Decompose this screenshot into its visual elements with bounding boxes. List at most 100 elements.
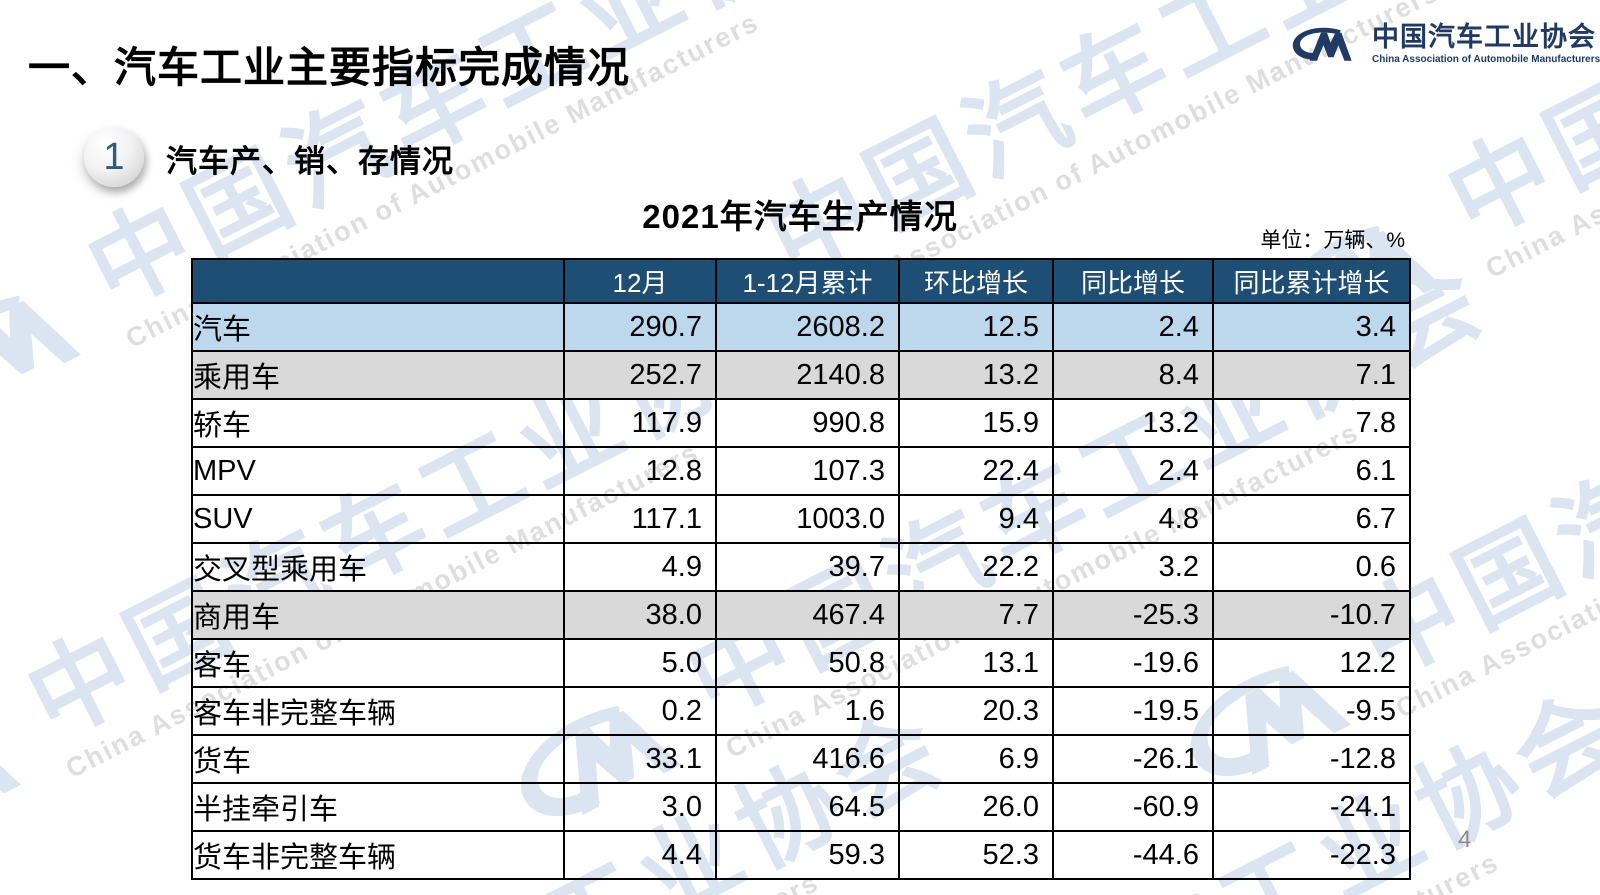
- cell-value: 15.9: [898, 398, 1054, 448]
- cell-value: 64.5: [715, 782, 900, 832]
- cell-value: 4.8: [1052, 494, 1214, 544]
- cell-value: 12.2: [1212, 638, 1411, 688]
- cell-value: 117.9: [563, 398, 717, 448]
- cell-value: 22.4: [898, 446, 1054, 496]
- header-row: 12月 1-12月累计 环比增长 同比增长 同比累计增长: [191, 258, 1411, 304]
- production-table: 12月 1-12月累计 环比增长 同比增长 同比累计增长 汽车 290.7 2608.2 12…: [191, 258, 1411, 880]
- table-row: 客车 5.0 50.8 13.1 -19.6 12.2: [191, 638, 1411, 688]
- table-row: 汽车 290.7 2608.2 12.5 2.4 3.4: [191, 302, 1411, 352]
- cell-value: 4.9: [563, 542, 717, 592]
- cell-value: 3.4: [1212, 302, 1411, 352]
- cell-value: 7.7: [898, 590, 1054, 640]
- cell-value: 416.6: [715, 734, 900, 784]
- row-label: 商用车: [191, 590, 565, 640]
- table-row: SUV 117.1 1003.0 9.4 4.8 6.7: [191, 494, 1411, 544]
- cell-value: 26.0: [898, 782, 1054, 832]
- cell-value: 8.4: [1052, 350, 1214, 400]
- cell-value: -9.5: [1212, 686, 1411, 736]
- table-row: 交叉型乘用车 4.9 39.7 22.2 3.2 0.6: [191, 542, 1411, 592]
- cm-monogram-watermark-icon: [0, 685, 46, 871]
- cell-value: 12.8: [563, 446, 717, 496]
- cell-value: 52.3: [898, 830, 1054, 880]
- unit-note: 单位：万辆、%: [1260, 229, 1405, 252]
- cell-value: 290.7: [563, 302, 717, 352]
- cell-value: 107.3: [715, 446, 900, 496]
- section-number: 1: [103, 136, 125, 178]
- cell-value: 2608.2: [715, 302, 900, 352]
- cell-value: 39.7: [715, 542, 900, 592]
- table-row: 半挂牵引车 3.0 64.5 26.0 -60.9 -24.1: [191, 782, 1411, 832]
- cell-value: 990.8: [715, 398, 900, 448]
- table-row: 货车 33.1 416.6 6.9 -26.1 -12.8: [191, 734, 1411, 784]
- table-row: 商用车 38.0 467.4 7.7 -25.3 -10.7: [191, 590, 1411, 640]
- cm-monogram-watermark-icon: [0, 255, 106, 441]
- cell-value: 7.8: [1212, 398, 1411, 448]
- caam-logo: 中国汽车工业协会 China Association of Automobile…: [1288, 22, 1600, 66]
- logo-name-en: China Association of Automobile Manufact…: [1372, 54, 1600, 66]
- cell-value: 0.2: [563, 686, 717, 736]
- cell-value: 59.3: [715, 830, 900, 880]
- section-number-badge: 1: [84, 127, 144, 187]
- watermark-text-en: China Association of Automobile Manufact…: [1391, 377, 1600, 725]
- table-row: 客车非完整车辆 0.2 1.6 20.3 -19.5 -9.5: [191, 686, 1411, 736]
- row-label: MPV: [191, 446, 565, 496]
- cell-value: 1003.0: [715, 494, 900, 544]
- cell-value: -10.7: [1212, 590, 1411, 640]
- cell-value: 13.2: [1052, 398, 1214, 448]
- cell-value: 3.0: [563, 782, 717, 832]
- cell-value: 467.4: [715, 590, 900, 640]
- cm-monogram-icon: [1288, 22, 1360, 66]
- cell-value: 20.3: [898, 686, 1054, 736]
- table-row: MPV 12.8 107.3 22.4 2.4 6.1: [191, 446, 1411, 496]
- cell-value: -25.3: [1052, 590, 1214, 640]
- cell-value: 2.4: [1052, 446, 1214, 496]
- row-label: 汽车: [191, 302, 565, 352]
- row-label: 客车非完整车辆: [191, 686, 565, 736]
- cell-value: 1.6: [715, 686, 900, 736]
- cell-value: 3.2: [1052, 542, 1214, 592]
- cell-value: 0.6: [1212, 542, 1411, 592]
- cell-value: -24.1: [1212, 782, 1411, 832]
- row-label: 交叉型乘用车: [191, 542, 565, 592]
- cell-value: 2.4: [1052, 302, 1214, 352]
- cell-value: 22.2: [898, 542, 1054, 592]
- cell-value: 33.1: [563, 734, 717, 784]
- row-label: 货车非完整车辆: [191, 830, 565, 880]
- section-title: 汽车产、销、存情况: [166, 144, 454, 179]
- column-header: 1-12月累计: [715, 258, 900, 304]
- table-body: 汽车 290.7 2608.2 12.5 2.4 3.4 乘用车 252.7 2140.8 13.…: [191, 302, 1411, 880]
- logo-text: 中国汽车工业协会 China Association of Automobile…: [1372, 21, 1600, 66]
- row-label: 乘用车: [191, 350, 565, 400]
- cell-value: 6.9: [898, 734, 1054, 784]
- logo-name-cn: 中国汽车工业协会: [1372, 21, 1596, 52]
- column-header-blank: [191, 258, 565, 304]
- column-header: 环比增长: [898, 258, 1054, 304]
- page-number: 4: [1458, 826, 1472, 853]
- cell-value: 6.7: [1212, 494, 1411, 544]
- cell-value: 4.4: [563, 830, 717, 880]
- cell-value: -26.1: [1052, 734, 1214, 784]
- table-row: 轿车 117.9 990.8 15.9 13.2 7.8: [191, 398, 1411, 448]
- cell-value: 2140.8: [715, 350, 900, 400]
- cell-value: 13.1: [898, 638, 1054, 688]
- table-row: 货车非完整车辆 4.4 59.3 52.3 -44.6 -22.3: [191, 830, 1411, 880]
- cell-value: 6.1: [1212, 446, 1411, 496]
- row-label: 货车: [191, 734, 565, 784]
- column-header: 同比累计增长: [1212, 258, 1411, 304]
- page-title: 一、汽车工业主要指标完成情况: [28, 44, 631, 91]
- cell-value: 50.8: [715, 638, 900, 688]
- row-label: 客车: [191, 638, 565, 688]
- cell-value: 38.0: [563, 590, 717, 640]
- table-row: 乘用车 252.7 2140.8 13.2 8.4 7.1: [191, 350, 1411, 400]
- cell-value: -60.9: [1052, 782, 1214, 832]
- cell-value: 117.1: [563, 494, 717, 544]
- row-label: SUV: [191, 494, 565, 544]
- table-title: 2021年汽车生产情况: [642, 198, 958, 235]
- cell-value: -12.8: [1212, 734, 1411, 784]
- cell-value: 9.4: [898, 494, 1054, 544]
- cell-value: 7.1: [1212, 350, 1411, 400]
- cell-value: 252.7: [563, 350, 717, 400]
- cell-value: -19.5: [1052, 686, 1214, 736]
- cell-value: 13.2: [898, 350, 1054, 400]
